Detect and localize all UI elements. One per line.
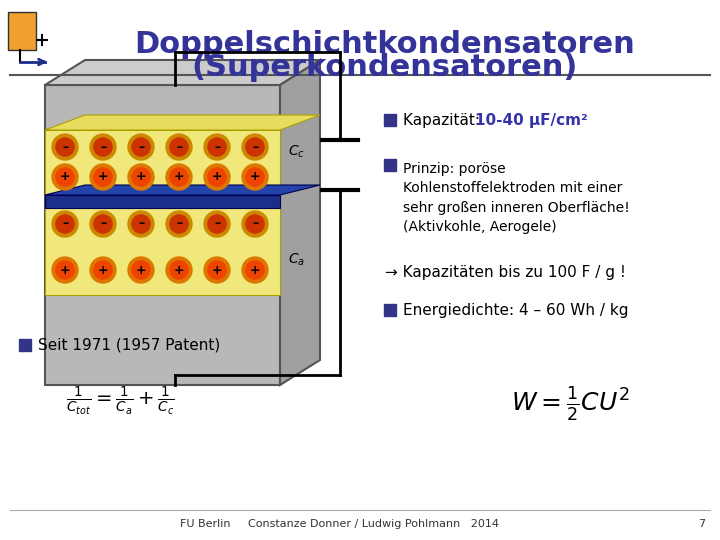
Circle shape: [204, 134, 230, 160]
Circle shape: [208, 215, 226, 233]
Text: –: –: [214, 218, 220, 231]
Text: 7: 7: [698, 519, 705, 529]
Polygon shape: [45, 115, 320, 130]
Text: –: –: [138, 218, 144, 231]
Text: +: +: [135, 171, 146, 184]
Text: +: +: [60, 171, 71, 184]
Text: +: +: [98, 264, 108, 276]
Circle shape: [94, 168, 112, 186]
Circle shape: [170, 215, 188, 233]
Circle shape: [170, 261, 188, 279]
Text: +: +: [135, 264, 146, 276]
Polygon shape: [45, 60, 320, 85]
Circle shape: [94, 138, 112, 156]
Circle shape: [128, 134, 154, 160]
Circle shape: [128, 257, 154, 283]
Circle shape: [170, 138, 188, 156]
Circle shape: [128, 211, 154, 237]
Circle shape: [246, 215, 264, 233]
Circle shape: [90, 134, 116, 160]
Circle shape: [56, 138, 74, 156]
Circle shape: [166, 211, 192, 237]
Circle shape: [208, 138, 226, 156]
Circle shape: [204, 211, 230, 237]
Circle shape: [52, 257, 78, 283]
Text: –: –: [176, 140, 182, 153]
Polygon shape: [45, 195, 280, 208]
Circle shape: [246, 138, 264, 156]
Text: –: –: [252, 218, 258, 231]
Text: $C_c$: $C_c$: [288, 144, 305, 160]
Polygon shape: [45, 185, 320, 195]
Text: FU Berlin     Constanze Donner / Ludwig Pohlmann   2014: FU Berlin Constanze Donner / Ludwig Pohl…: [181, 519, 500, 529]
Polygon shape: [45, 208, 280, 295]
Text: $C_a$: $C_a$: [288, 252, 305, 268]
Circle shape: [242, 164, 268, 190]
Text: Doppelschichtkondensatoren: Doppelschichtkondensatoren: [135, 30, 635, 59]
FancyBboxPatch shape: [8, 12, 36, 50]
Text: +: +: [250, 171, 261, 184]
Text: +: +: [98, 171, 108, 184]
Circle shape: [56, 215, 74, 233]
Circle shape: [90, 211, 116, 237]
Text: +: +: [212, 264, 222, 276]
Circle shape: [242, 211, 268, 237]
Text: Kapazität:: Kapazität:: [403, 112, 485, 127]
Circle shape: [166, 134, 192, 160]
Text: –: –: [176, 218, 182, 231]
Circle shape: [90, 164, 116, 190]
Circle shape: [204, 257, 230, 283]
Circle shape: [208, 261, 226, 279]
Circle shape: [246, 168, 264, 186]
Text: Prinzip: poröse
Kohlenstoffelektroden mit einer
sehr großen inneren Oberfläche!
: Prinzip: poröse Kohlenstoffelektroden mi…: [403, 162, 630, 234]
Text: –: –: [138, 140, 144, 153]
Text: –: –: [62, 140, 68, 153]
Circle shape: [128, 164, 154, 190]
Circle shape: [242, 134, 268, 160]
Text: –: –: [100, 140, 106, 153]
Circle shape: [166, 164, 192, 190]
Text: Seit 1971 (1957 Patent): Seit 1971 (1957 Patent): [38, 338, 220, 353]
Text: –: –: [252, 140, 258, 153]
Text: → Kapazitäten bis zu 100 F / g !: → Kapazitäten bis zu 100 F / g !: [385, 265, 626, 280]
Circle shape: [52, 164, 78, 190]
Circle shape: [132, 215, 150, 233]
Text: –: –: [100, 218, 106, 231]
Circle shape: [242, 257, 268, 283]
Circle shape: [132, 168, 150, 186]
Circle shape: [170, 168, 188, 186]
Text: –: –: [214, 140, 220, 153]
Text: +: +: [60, 264, 71, 276]
Polygon shape: [280, 60, 320, 385]
Text: –: –: [62, 218, 68, 231]
Circle shape: [94, 261, 112, 279]
Text: $\frac{1}{C_{tot}} = \frac{1}{C_a} + \frac{1}{C_c}$: $\frac{1}{C_{tot}} = \frac{1}{C_a} + \fr…: [66, 385, 174, 417]
Text: +: +: [250, 264, 261, 276]
Text: $W = \frac{1}{2}CU^2$: $W = \frac{1}{2}CU^2$: [510, 385, 629, 423]
Circle shape: [56, 261, 74, 279]
Circle shape: [246, 261, 264, 279]
Circle shape: [52, 134, 78, 160]
Polygon shape: [45, 130, 280, 195]
Circle shape: [166, 257, 192, 283]
Circle shape: [132, 261, 150, 279]
Circle shape: [204, 164, 230, 190]
Circle shape: [90, 257, 116, 283]
Circle shape: [94, 215, 112, 233]
Text: +: +: [174, 264, 184, 276]
Circle shape: [52, 211, 78, 237]
Polygon shape: [45, 85, 280, 385]
Text: +: +: [212, 171, 222, 184]
Circle shape: [56, 168, 74, 186]
Circle shape: [132, 138, 150, 156]
Text: (Superkondensatoren): (Superkondensatoren): [192, 53, 578, 82]
Text: +: +: [174, 171, 184, 184]
Text: Energiedichte: 4 – 60 Wh / kg: Energiedichte: 4 – 60 Wh / kg: [403, 302, 629, 318]
Text: 10-40 μF/cm²: 10-40 μF/cm²: [475, 112, 588, 127]
Circle shape: [208, 168, 226, 186]
